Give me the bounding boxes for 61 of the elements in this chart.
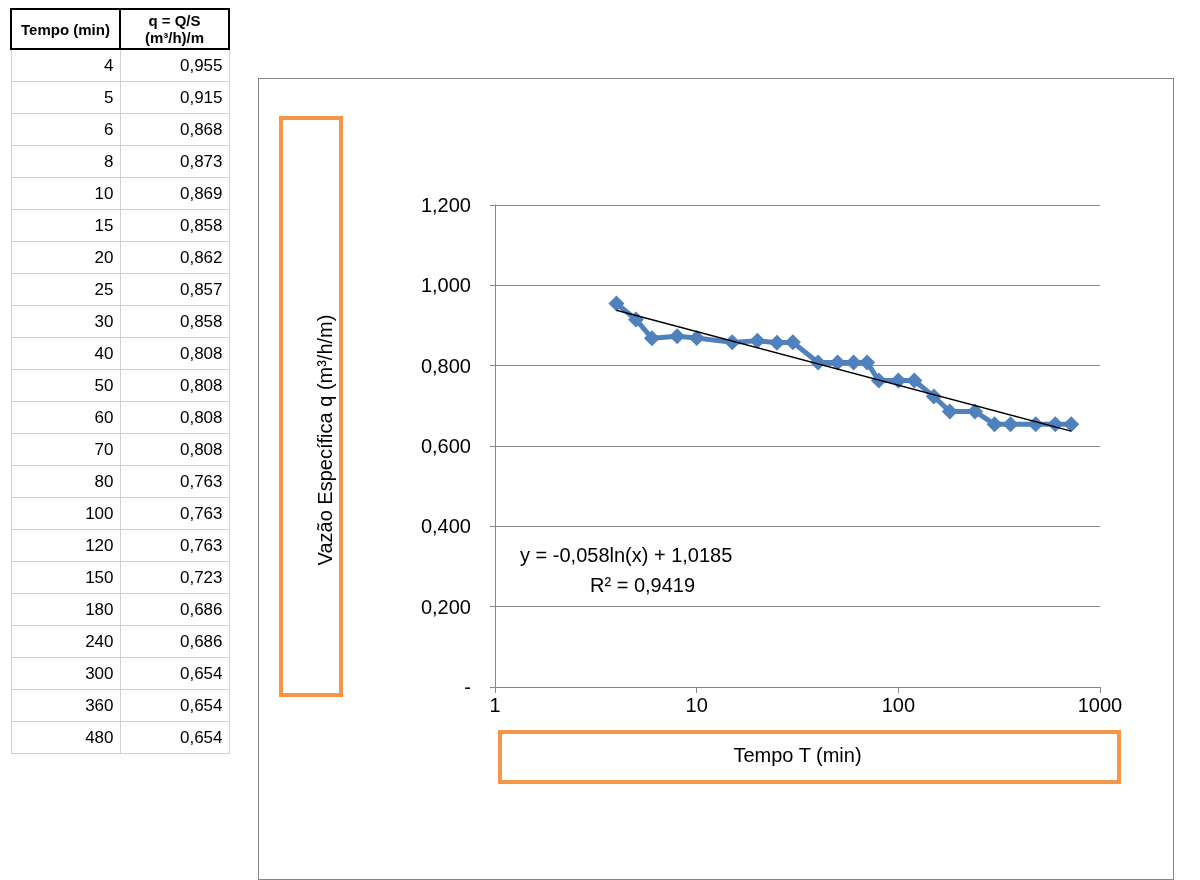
data-label: 0,763 [120,465,229,498]
y-tick-label: 120 [11,529,120,562]
data-label: 0,808 [120,369,229,402]
y-tick-label: 0,800 [420,354,471,377]
x-tick-label: 1000 [1077,694,1123,716]
data-label: 0,808 [120,401,229,434]
y-tick-label: 240 [11,625,120,658]
y-tick-label: 50 [11,369,120,402]
y-tick-label: 0,200 [420,595,471,618]
annotation: R² = 0,9419 [590,574,696,596]
data-label: 0,654 [120,721,229,754]
y-tick-label: 100 [11,497,120,530]
data-label: 0,763 [120,529,229,562]
y-tick-label: 4 [11,49,120,82]
x-tick-label: 1 [489,694,501,716]
y-axis-title: Tempo (min) [11,9,120,49]
data-label: 0,686 [120,625,229,658]
x-tick-label: q = Q/S (m³/h)/m [120,9,229,49]
y-tick-label: 6 [11,113,120,146]
y-tick-label: 8 [11,145,120,178]
data-label: 0,763 [120,497,229,530]
y-tick-label: - [464,676,471,698]
y-tick-label: 60 [11,401,120,434]
y-tick-label: 1,200 [420,194,471,216]
data-label: 0,857 [120,273,229,306]
annotation: y = -0,058ln(x) + 1,0185 [520,544,733,566]
data-label: 0,808 [120,337,229,370]
data-label: 0,858 [120,209,229,242]
y-tick-label: 1,000 [420,274,471,297]
data-label: 0,955 [120,49,229,82]
y-axis-title: Vazão Específica q (m³/h/m) [314,314,336,566]
y-tick-label: 5 [11,81,120,114]
y-tick-label: 300 [11,657,120,690]
y-tick-label: 15 [11,209,120,242]
y-tick-label: 20 [11,241,120,274]
y-tick-label: 70 [11,433,120,466]
y-tick-label: 0,600 [420,435,471,457]
data-label: 0,858 [120,305,229,338]
data-label: 0,808 [120,433,229,466]
y-tick-label: 0,400 [420,515,471,538]
data-label: 0,723 [120,561,229,594]
y-tick-label: 10 [11,177,120,210]
y-tick-label: 360 [11,689,120,722]
y-tick-label: 40 [11,337,120,370]
data-label: 0,862 [120,241,229,274]
y-tick-label: 30 [11,305,120,338]
x-axis-title: Tempo T (min) [733,744,862,766]
y-tick-label: 25 [11,273,120,306]
x-tick-label: 10 [685,694,708,716]
y-tick-label: 80 [11,465,120,498]
x-tick-label: 100 [881,694,916,716]
data-label: 0,915 [120,81,229,114]
data-label: 0,654 [120,689,229,722]
y-tick-label: 480 [11,721,120,754]
data-label: 0,868 [120,113,229,146]
y-tick-label: 180 [11,593,120,626]
data-label: 0,686 [120,593,229,626]
y-tick-label: 150 [11,561,120,594]
data-label: 0,873 [120,145,229,178]
data-label: 0,654 [120,657,229,690]
data-label: 0,869 [120,177,229,210]
